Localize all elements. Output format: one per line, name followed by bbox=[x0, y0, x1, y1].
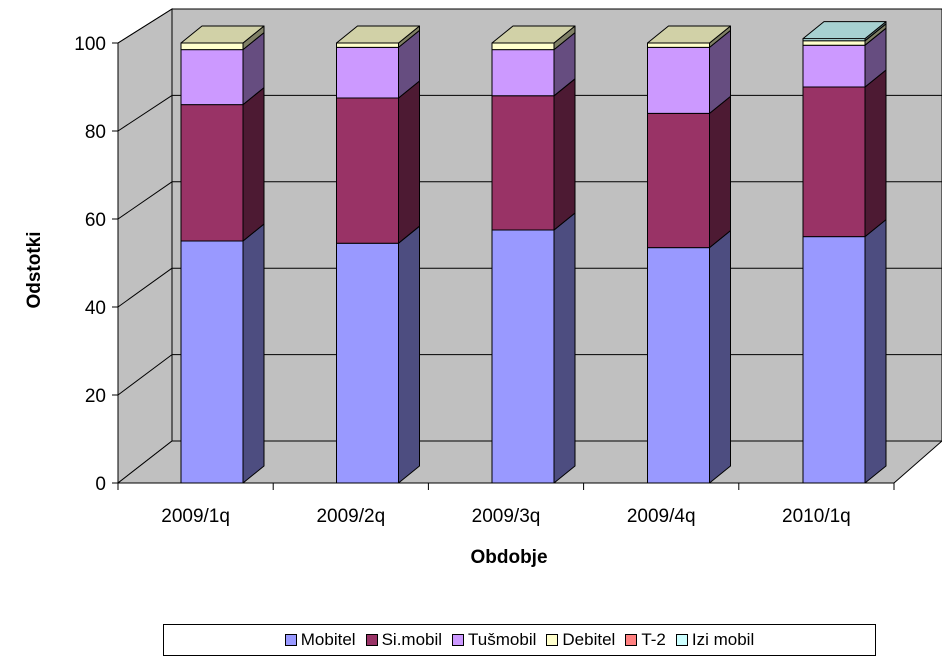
bar-front bbox=[802, 40, 866, 46]
bar-front bbox=[336, 42, 399, 48]
x-tick-label: 2009/2q bbox=[316, 506, 385, 527]
bar-segment bbox=[180, 87, 265, 242]
legend-item: Tušmobil bbox=[452, 630, 536, 650]
bar-top bbox=[802, 21, 887, 40]
bar-front bbox=[180, 240, 244, 484]
bar-front bbox=[491, 49, 555, 97]
bar-segment bbox=[491, 212, 576, 484]
x-tick-label: 2009/1q bbox=[161, 506, 230, 527]
bar-segment bbox=[180, 223, 265, 484]
legend-label: Tušmobil bbox=[468, 630, 537, 649]
bar-top bbox=[336, 25, 420, 44]
bar-segment bbox=[336, 29, 420, 99]
legend-item: Si.mobil bbox=[365, 630, 443, 650]
bar-segment bbox=[802, 27, 887, 88]
y-axis-title: Odstotki bbox=[24, 231, 45, 308]
legend-swatch bbox=[675, 634, 688, 646]
bar-front bbox=[491, 229, 555, 484]
legend-label: Mobitel bbox=[300, 630, 356, 649]
legend-label: Debitel bbox=[562, 630, 616, 649]
legend-item: Izi mobil bbox=[675, 630, 755, 650]
legend-item: Mobitel bbox=[284, 630, 356, 650]
x-ticks: 2009/1q 2009/2q 2009/3q 2009/4q 2010/1q bbox=[117, 483, 895, 527]
y-ticks: 0 20 40 60 80 100 bbox=[74, 34, 118, 495]
bar-side bbox=[709, 230, 731, 484]
legend-swatch bbox=[365, 634, 378, 646]
bar-front bbox=[647, 112, 710, 249]
bar-side bbox=[398, 225, 420, 484]
bar-segment bbox=[336, 225, 420, 484]
y-tick-label: 20 bbox=[85, 386, 106, 407]
bar-front bbox=[802, 44, 866, 88]
gridline-side bbox=[117, 181, 173, 220]
legend-swatch bbox=[452, 634, 465, 646]
gridline-side bbox=[117, 267, 173, 308]
bar-front bbox=[336, 97, 399, 244]
bar-segment bbox=[491, 78, 576, 231]
legend-swatch bbox=[625, 634, 638, 646]
bar-top bbox=[180, 25, 265, 44]
bar-top bbox=[647, 25, 731, 44]
bar-side bbox=[242, 223, 265, 484]
y-tick-label: 40 bbox=[85, 298, 106, 319]
bar-side bbox=[864, 69, 887, 238]
bar-front bbox=[491, 95, 555, 231]
gridline-side bbox=[117, 94, 173, 132]
bar-side bbox=[398, 80, 420, 244]
bar-side bbox=[709, 95, 731, 249]
bar-segment bbox=[802, 69, 887, 238]
bar-segment bbox=[647, 95, 731, 249]
bar-segment bbox=[180, 32, 265, 106]
bar-front bbox=[180, 49, 244, 106]
bar-top bbox=[491, 25, 576, 44]
legend-label: T-2 bbox=[641, 630, 666, 649]
bar-front bbox=[647, 46, 710, 114]
legend-label: Si.mobil bbox=[381, 630, 443, 649]
bar-front bbox=[647, 247, 710, 484]
legend: Mobitel Si.mobil Tušmobil Debitel T-2 Izi mob… bbox=[163, 624, 876, 656]
x-tick-label: 2009/3q bbox=[472, 506, 541, 527]
x-tick-label: 2009/4q bbox=[627, 506, 696, 527]
bar-front bbox=[802, 236, 866, 484]
bar-front bbox=[180, 42, 244, 51]
legend-label: Izi mobil bbox=[691, 630, 755, 649]
x-axis-title: Obdobje bbox=[470, 547, 547, 568]
legend-swatch bbox=[546, 634, 559, 646]
gridline-side bbox=[117, 8, 173, 44]
y-tick-label: 0 bbox=[95, 474, 106, 495]
legend-swatch bbox=[284, 634, 297, 646]
legend-item: T-2 bbox=[625, 630, 666, 650]
bar-front bbox=[802, 86, 866, 238]
bar-segment bbox=[336, 80, 420, 244]
bar-segment bbox=[802, 219, 887, 484]
bar-side bbox=[864, 219, 887, 484]
y-tick-label: 100 bbox=[74, 34, 106, 55]
y-tick-label: 80 bbox=[85, 122, 106, 143]
y-tick-label: 60 bbox=[85, 210, 106, 231]
chart-side-wall bbox=[117, 8, 173, 485]
x-tick-label: 2010/1q bbox=[782, 506, 851, 527]
bar-front bbox=[180, 104, 244, 242]
bar-segment bbox=[647, 29, 731, 114]
gridline-side bbox=[117, 354, 173, 396]
bar-side bbox=[242, 87, 265, 242]
bar-segment bbox=[647, 230, 731, 484]
bar-front bbox=[491, 42, 555, 51]
bars bbox=[180, 21, 887, 484]
bar-front bbox=[336, 242, 399, 484]
bar-front bbox=[647, 42, 710, 48]
bar-front bbox=[336, 46, 399, 99]
legend-item: Debitel bbox=[546, 630, 615, 650]
bar-side bbox=[553, 78, 576, 231]
bar-segment bbox=[491, 32, 576, 97]
bar-side bbox=[553, 212, 576, 484]
